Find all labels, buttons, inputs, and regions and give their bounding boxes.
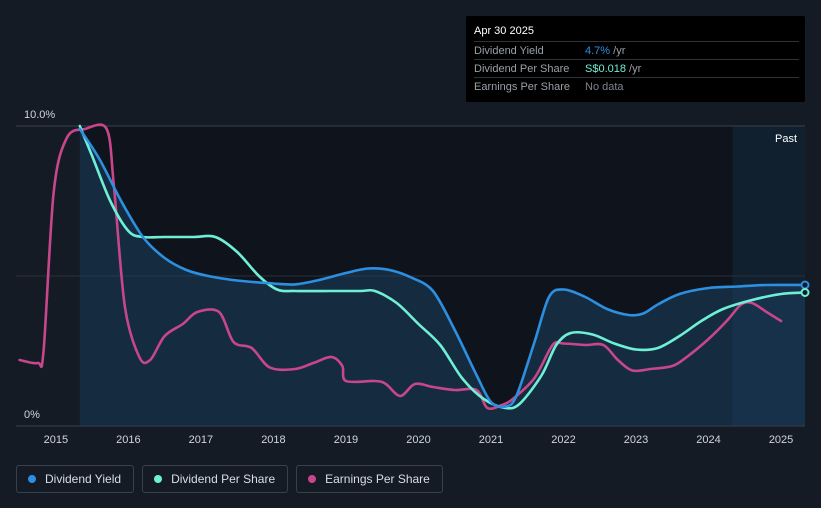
x-axis: 2015 2016 2017 2018 2019 2020 2021 2022 2023 2024…	[44, 434, 794, 446]
x-tick-label: 2024	[696, 434, 720, 446]
legend-dot-icon	[28, 475, 36, 483]
tooltip-date: Apr 30 2025	[474, 25, 534, 37]
y-tick-label: 0%	[24, 409, 40, 421]
legend-dot-icon	[154, 475, 163, 483]
past-label: Past	[775, 133, 797, 145]
x-tick-label: 2017	[189, 434, 213, 446]
tooltip-row-earnings-per-share: Earnings Per Share No data	[474, 77, 799, 96]
hover-tooltip: Apr 30 2025 Dividend Yield 4.7% /yr Divi…	[466, 16, 805, 102]
legend-label: Dividend Per Share	[171, 472, 276, 486]
x-tick-label: 2025	[769, 434, 793, 446]
series-line-dividend-per-share	[78, 124, 807, 410]
tooltip-label: Earnings Per Share	[474, 81, 570, 93]
legend-item-dividend-per-share[interactable]: Dividend Per Share	[142, 465, 289, 493]
tooltip-value: No data	[585, 81, 624, 93]
legend-item-earnings-per-share[interactable]: Earnings Per Share	[296, 465, 443, 493]
dividend-yield-area	[79, 129, 806, 426]
tooltip-value: S$0.018 /yr	[585, 63, 642, 75]
legend-label: Earnings Per Share	[325, 472, 430, 486]
y-axis: 10.0% 0%	[24, 109, 55, 421]
x-tick-label: 2019	[334, 434, 358, 446]
x-tick-label: 2023	[624, 434, 648, 446]
series-line-earnings-per-share	[18, 123, 783, 411]
y-tick-label: 10.0%	[24, 109, 55, 121]
tooltip-value: 4.7% /yr	[585, 45, 626, 57]
legend-label: Dividend Yield	[45, 472, 122, 486]
x-tick-label: 2015	[44, 434, 68, 446]
x-tick-label: 2022	[551, 434, 575, 446]
x-tick-label: 2016	[116, 434, 140, 446]
x-tick-label: 2020	[406, 434, 430, 446]
legend-dot-icon	[308, 475, 317, 483]
tooltip-row-dividend-yield: Dividend Yield 4.7% /yr	[474, 41, 799, 60]
series-end-marker	[800, 280, 810, 290]
legend-item-dividend-yield[interactable]: Dividend Yield	[16, 465, 135, 493]
series-end-marker	[800, 288, 810, 297]
series-lines	[18, 123, 810, 411]
tooltip-label: Dividend Yield	[474, 45, 544, 57]
x-tick-label: 2021	[479, 434, 503, 446]
series-area-fill	[79, 129, 806, 426]
tooltip-row-dividend-per-share: Dividend Per Share S$0.018 /yr	[474, 59, 799, 78]
chart-legend: Dividend Yield Dividend Per Share Earnin…	[16, 465, 443, 495]
tooltip-label: Dividend Per Share	[474, 63, 570, 75]
x-tick-label: 2018	[261, 434, 285, 446]
series-line-dividend-yield	[78, 127, 807, 409]
